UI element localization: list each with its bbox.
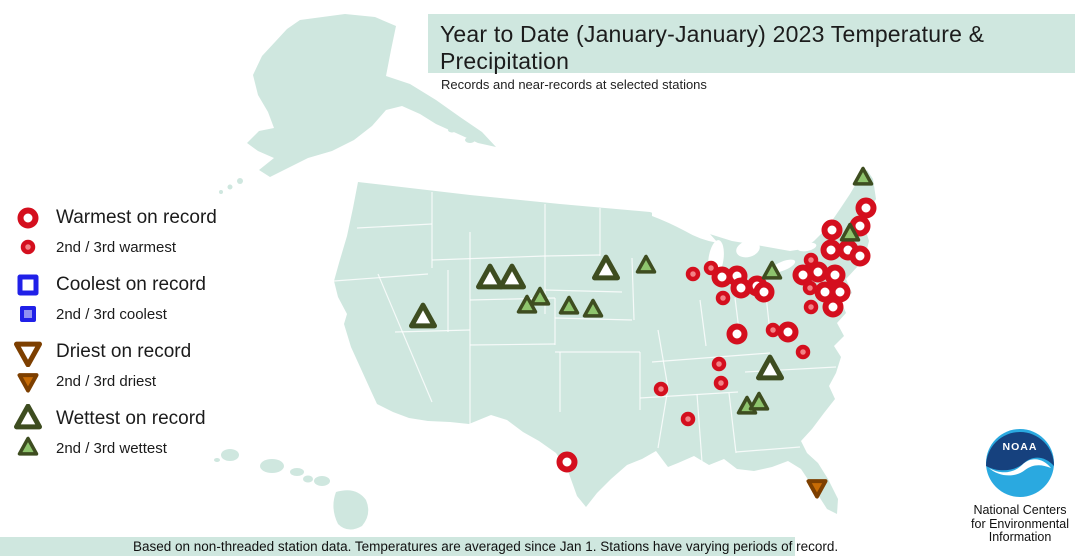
noaa-logo-block: NOAA National Centers for Environmental … — [955, 428, 1085, 545]
legend-symbol-wettest-on-record — [14, 404, 42, 430]
marker-warmest-2nd-3rd — [795, 344, 811, 360]
noaa-acronym: NOAA — [1003, 441, 1038, 453]
warmest-2nd-3rd-icon — [20, 239, 36, 255]
legend-symbol-warmest-2nd-3rd — [20, 239, 36, 255]
marker-warmest-2nd-3rd — [713, 375, 729, 391]
marker-warmest-on-record — [822, 296, 844, 318]
marker-warmest-2nd-3rd — [653, 381, 669, 397]
marker-wettest-2nd-3rd — [582, 298, 604, 318]
marker-wettest-2nd-3rd — [852, 166, 874, 186]
aleutian-island — [219, 190, 223, 194]
hawaii-shape — [214, 449, 369, 530]
marker-wettest-on-record — [409, 302, 437, 329]
marker-warmest-2nd-3rd — [715, 290, 731, 306]
legend-label: Coolest on record — [56, 274, 206, 295]
marker-warmest-2nd-3rd — [711, 356, 727, 372]
marker-warmest-2nd-3rd — [703, 260, 719, 276]
marker-wettest-on-record — [592, 254, 620, 281]
coolest-2nd-3rd-icon — [20, 306, 36, 322]
great-lakes — [652, 212, 817, 278]
legend-item-warmest-record: Warmest on record — [8, 203, 217, 233]
legend-label: 2nd / 3rd wettest — [56, 439, 167, 457]
legend-symbol-coolest-2nd-3rd — [20, 306, 36, 322]
marker-warmest-2nd-3rd — [680, 411, 696, 427]
marker-warmest-2nd-3rd — [802, 280, 818, 296]
noaa-caption-line: National Centers — [973, 503, 1067, 517]
legend-item-driest-record: Driest on record — [8, 337, 191, 367]
footer-band: Based on non-threaded station data. Temp… — [0, 537, 838, 556]
legend-label: Warmest on record — [56, 207, 217, 228]
legend-symbol-coolest-on-record — [17, 274, 39, 296]
noaa-caption: National Centers for Environmental Infor… — [955, 503, 1085, 545]
legend-label: 2nd / 3rd driest — [56, 372, 157, 390]
marker-warmest-on-record — [855, 197, 877, 219]
page-title: Year to Date (January-January) 2023 Temp… — [440, 21, 985, 74]
aleutian-island — [227, 184, 233, 190]
marker-warmest-on-record — [726, 323, 748, 345]
station-markers-layer — [409, 166, 877, 499]
marker-warmest-on-record — [821, 219, 843, 241]
panhandle-island — [448, 127, 456, 133]
marker-warmest-on-record — [730, 277, 752, 299]
noaa-caption-line: for Environmental — [971, 516, 1069, 531]
legend-symbol-driest-on-record — [14, 341, 42, 367]
marker-warmest-on-record — [824, 264, 846, 286]
marker-warmest-on-record — [792, 264, 814, 286]
legend-label: 2nd / 3rd coolest — [56, 305, 167, 323]
panhandle-island — [465, 137, 475, 143]
legend-label: Driest on record — [56, 341, 192, 362]
legend-item-wettest-2nd-3rd: 2nd / 3rd wettest — [8, 435, 167, 461]
state-borders — [333, 192, 837, 463]
marker-warmest-on-record — [777, 321, 799, 343]
page-subtitle: Records and near-records at selected sta… — [441, 77, 707, 92]
contiguous-us-shape — [334, 170, 876, 514]
marker-wettest-2nd-3rd — [748, 391, 770, 411]
marker-warmest-on-record — [849, 245, 871, 267]
marker-warmest-2nd-3rd — [685, 266, 701, 282]
legend: Warmest on record 2nd / 3rd warmest Cool… — [8, 0, 288, 556]
footer-note: Based on non-threaded station data. Temp… — [133, 539, 839, 554]
driest-record-icon — [14, 341, 42, 367]
marker-driest-2nd-3rd — [806, 479, 828, 499]
legend-item-coolest-2nd-3rd: 2nd / 3rd coolest — [8, 301, 167, 327]
marker-wettest-on-record — [498, 263, 526, 290]
legend-label: Wettest on record — [56, 408, 206, 429]
marker-wettest-on-record — [756, 354, 784, 381]
marker-wettest-2nd-3rd — [558, 295, 580, 315]
alaska-shape — [247, 14, 496, 177]
wettest-2nd-3rd-icon — [17, 436, 39, 456]
marker-warmest-2nd-3rd — [765, 322, 781, 338]
marker-warmest-2nd-3rd — [803, 252, 819, 268]
legend-symbol-warmest-on-record — [17, 207, 39, 229]
marker-wettest-on-record — [476, 263, 504, 290]
warmest-record-icon — [17, 207, 39, 229]
marker-warmest-on-record — [820, 239, 842, 261]
marker-warmest-on-record — [753, 281, 775, 303]
legend-symbol-wettest-2nd-3rd — [17, 436, 39, 456]
marker-wettest-2nd-3rd — [529, 286, 551, 306]
legend-item-wettest-record: Wettest on record — [8, 404, 206, 434]
marker-wettest-2nd-3rd — [635, 254, 657, 274]
marker-warmest-on-record — [556, 451, 578, 473]
driest-2nd-3rd-icon — [17, 373, 39, 393]
legend-item-driest-2nd-3rd: 2nd / 3rd driest — [8, 368, 156, 394]
marker-wettest-2nd-3rd — [839, 222, 861, 242]
noaa-caption-line: Information — [988, 530, 1052, 544]
aleutian-island — [237, 178, 243, 184]
legend-symbol-driest-2nd-3rd — [17, 373, 39, 393]
legend-item-coolest-record: Coolest on record — [8, 270, 206, 300]
marker-warmest-2nd-3rd — [803, 299, 819, 315]
legend-item-warmest-2nd-3rd: 2nd / 3rd warmest — [8, 234, 176, 260]
marker-wettest-2nd-3rd — [761, 260, 783, 280]
wettest-record-icon — [14, 404, 42, 430]
title-box: Year to Date (January-January) 2023 Temp… — [428, 14, 1075, 92]
noaa-logo-icon: NOAA — [986, 429, 1054, 497]
legend-label: 2nd / 3rd warmest — [56, 238, 177, 256]
coolest-record-icon — [17, 274, 39, 296]
